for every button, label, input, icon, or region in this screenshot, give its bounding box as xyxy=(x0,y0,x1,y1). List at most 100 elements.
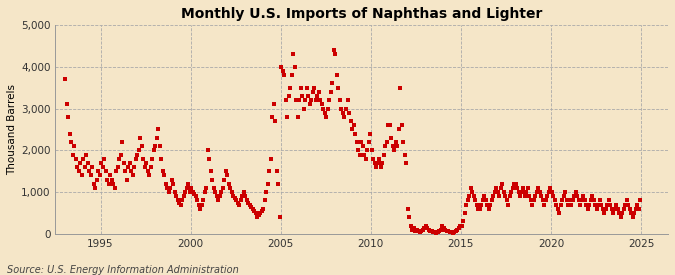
Point xyxy=(287,73,298,77)
Point xyxy=(476,202,487,207)
Point xyxy=(573,198,584,203)
Point xyxy=(410,229,421,233)
Point xyxy=(393,127,404,132)
Point xyxy=(202,148,213,153)
Point xyxy=(381,140,392,144)
Point xyxy=(605,202,616,207)
Point xyxy=(308,90,319,94)
Point xyxy=(617,211,628,215)
Point xyxy=(548,194,559,199)
Point xyxy=(338,111,348,115)
Point xyxy=(68,152,78,157)
Point xyxy=(269,102,279,106)
Point xyxy=(314,90,325,94)
Point xyxy=(232,200,243,205)
Point xyxy=(453,226,464,230)
Point xyxy=(204,156,215,161)
Point xyxy=(522,186,533,190)
Point xyxy=(608,211,619,215)
Text: Source: U.S. Energy Information Administration: Source: U.S. Energy Information Administ… xyxy=(7,265,238,275)
Point xyxy=(486,198,497,203)
Point xyxy=(366,148,377,153)
Point xyxy=(129,165,140,169)
Point xyxy=(464,194,475,199)
Point xyxy=(263,182,273,186)
Point xyxy=(426,229,437,234)
Point xyxy=(405,223,416,228)
Point xyxy=(147,156,158,161)
Point xyxy=(569,194,580,199)
Point xyxy=(188,190,198,194)
Point xyxy=(317,102,327,106)
Point xyxy=(217,186,228,190)
Point xyxy=(479,194,489,199)
Point xyxy=(169,190,180,194)
Point xyxy=(270,119,281,123)
Point xyxy=(66,140,77,144)
Point xyxy=(551,202,562,207)
Point xyxy=(456,223,467,228)
Point xyxy=(111,169,122,174)
Point xyxy=(492,190,503,194)
Point xyxy=(165,186,176,190)
Point xyxy=(423,228,434,232)
Point xyxy=(387,144,398,148)
Point xyxy=(610,207,620,211)
Point xyxy=(404,215,414,219)
Point xyxy=(360,156,371,161)
Point xyxy=(472,207,483,211)
Point xyxy=(602,202,613,207)
Point xyxy=(242,198,252,203)
Point xyxy=(630,207,641,211)
Point xyxy=(562,198,572,203)
Point xyxy=(363,140,374,144)
Point xyxy=(80,165,90,169)
Point xyxy=(325,90,336,94)
Point xyxy=(331,73,342,77)
Point xyxy=(482,202,493,207)
Point xyxy=(593,202,603,207)
Point xyxy=(273,182,284,186)
Point xyxy=(120,169,131,174)
Point xyxy=(250,211,261,215)
Point xyxy=(398,140,408,144)
Point xyxy=(211,194,222,199)
Point xyxy=(545,186,556,190)
Point xyxy=(309,86,320,90)
Point xyxy=(417,228,428,232)
Point xyxy=(112,165,123,169)
Point xyxy=(222,173,233,178)
Point xyxy=(321,115,332,119)
Point xyxy=(346,127,357,132)
Point xyxy=(108,182,119,186)
Point xyxy=(138,156,148,161)
Point xyxy=(252,215,263,219)
Point xyxy=(510,182,521,186)
Point xyxy=(446,230,456,235)
Point xyxy=(444,230,455,234)
Point xyxy=(103,182,114,186)
Point xyxy=(539,202,549,207)
Point xyxy=(379,144,390,148)
Point xyxy=(342,98,353,102)
Point xyxy=(134,148,144,153)
Point xyxy=(261,190,272,194)
Point xyxy=(480,198,491,203)
Point xyxy=(477,198,488,203)
Point xyxy=(258,207,269,211)
Point xyxy=(399,152,410,157)
Point xyxy=(184,190,195,194)
Point xyxy=(438,226,449,230)
Point xyxy=(155,144,165,148)
Point xyxy=(452,228,462,232)
Point xyxy=(498,190,509,194)
Point xyxy=(75,161,86,165)
Point xyxy=(290,65,300,69)
Point xyxy=(358,152,369,157)
Point xyxy=(246,205,256,209)
Point xyxy=(497,182,508,186)
Point xyxy=(288,52,299,56)
Point xyxy=(576,198,587,203)
Point xyxy=(385,136,396,140)
Point xyxy=(205,169,216,174)
